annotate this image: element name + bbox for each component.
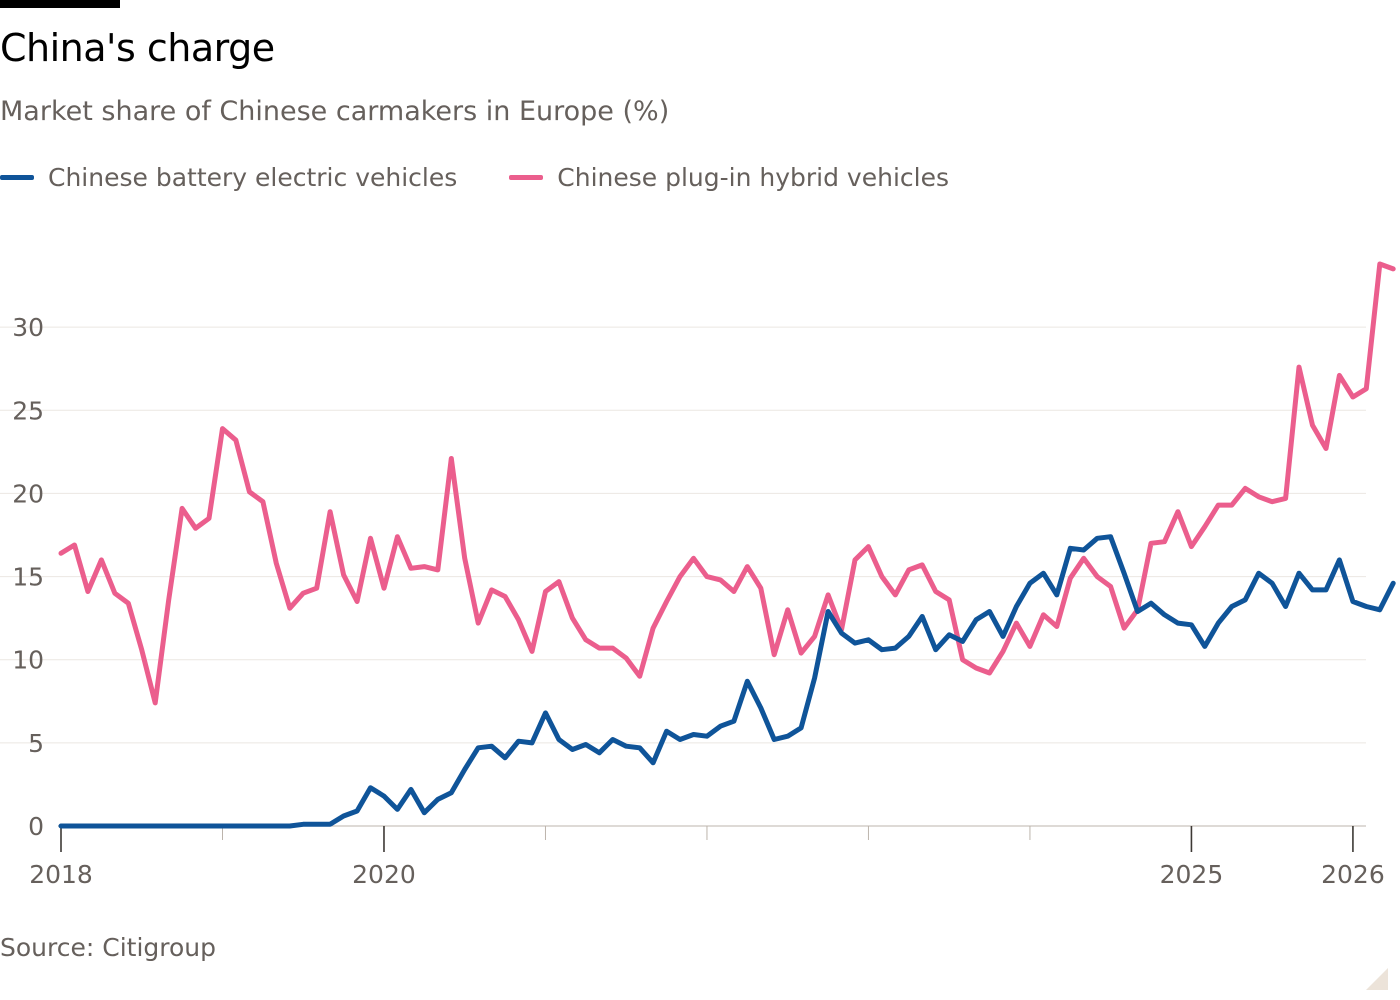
brand-top-bar: [0, 0, 120, 8]
legend-item-bev: Chinese battery electric vehicles: [0, 163, 457, 192]
legend-label-bev: Chinese battery electric vehicles: [48, 162, 458, 192]
x-tick-label: 2018: [29, 860, 93, 889]
y-tick-label: 0: [28, 812, 44, 841]
legend-item-phev: Chinese plug-in hybrid vehicles: [509, 163, 949, 192]
series-line-bev: [58, 534, 1396, 829]
chart-subtitle: Market share of Chinese carmakers in Eur…: [0, 96, 670, 127]
x-tick-labels: 2018 2020 2025 2026: [29, 860, 1385, 889]
x-tick-label: 2020: [352, 860, 416, 889]
chart-title: China's charge: [0, 26, 275, 70]
y-tick-label: 25: [12, 396, 44, 425]
y-tick-label: 30: [12, 313, 44, 342]
corner-fold: [1366, 968, 1388, 990]
y-tick-label: 10: [12, 646, 44, 675]
x-tick-label: 2025: [1160, 860, 1224, 889]
legend-swatch-bev: [0, 174, 34, 180]
x-tick-label: 2026: [1321, 860, 1385, 889]
x-axis: [58, 825, 1366, 852]
y-tick-labels: 0 5 10 15 20 25 30: [12, 313, 44, 841]
y-tick-label: 5: [28, 729, 44, 758]
series-lines: [58, 261, 1396, 829]
y-tick-label: 15: [12, 563, 44, 592]
y-tick-label: 20: [12, 479, 44, 508]
legend-label-phev: Chinese plug-in hybrid vehicles: [557, 162, 949, 192]
gridlines: [0, 326, 1366, 744]
legend-swatch-phev: [509, 174, 544, 180]
chart-legend: Chinese battery electric vehicles Chines…: [0, 160, 1001, 194]
series-line-phev: [58, 261, 1396, 706]
source-note: Source: Citigroup: [0, 933, 216, 962]
